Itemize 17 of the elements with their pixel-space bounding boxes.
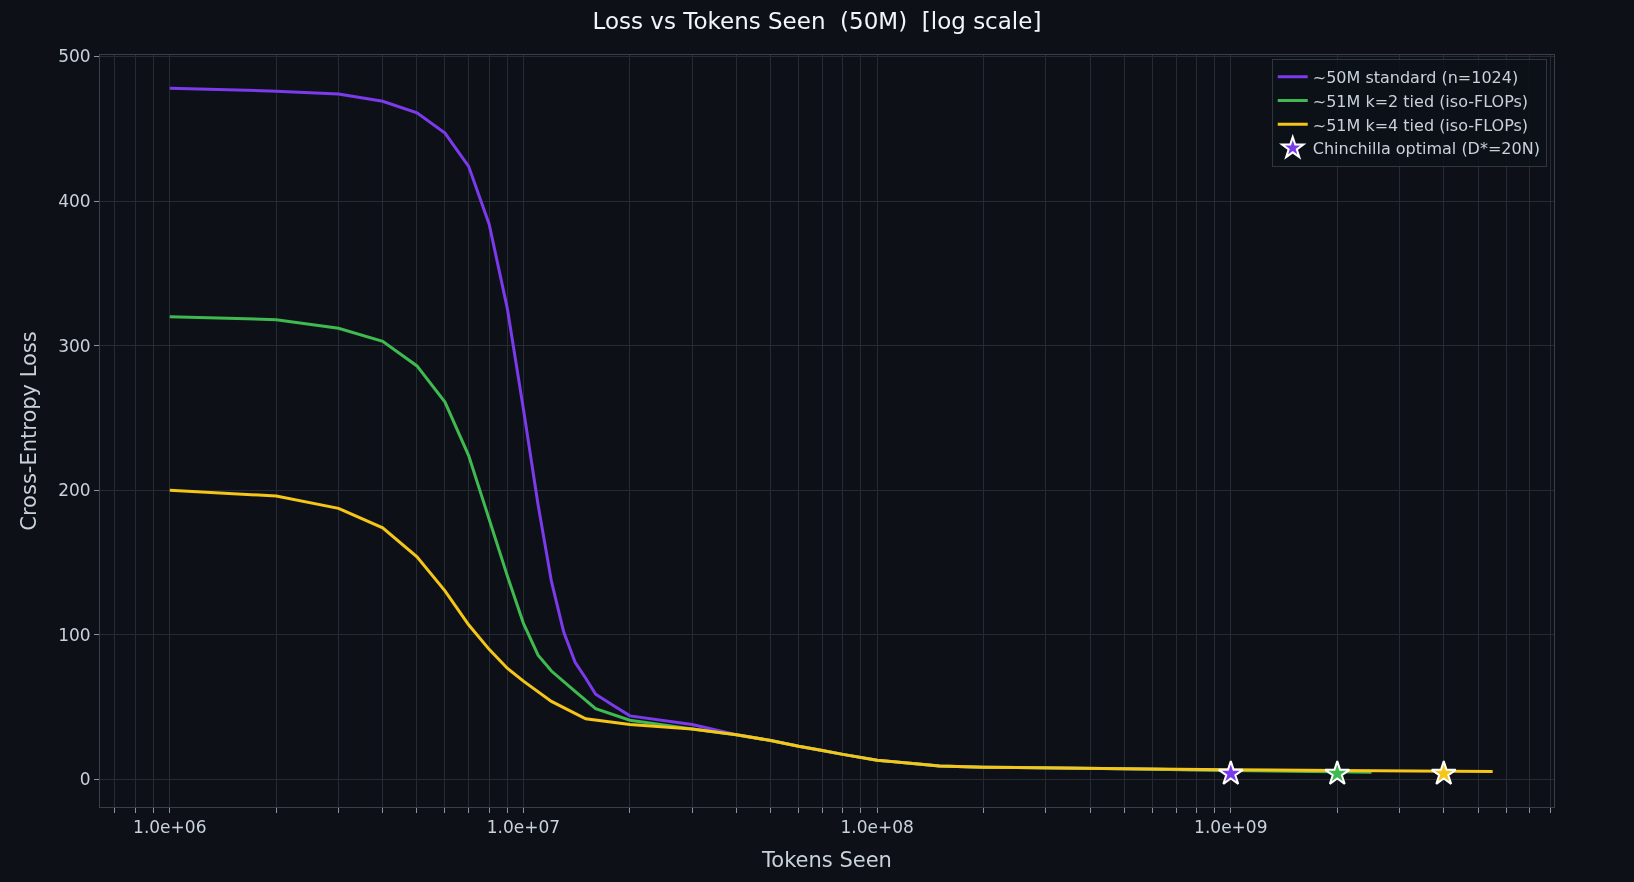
y-tick-label: 300 <box>58 335 91 356</box>
x-tick-label: 1.0e+06 <box>133 817 207 838</box>
x-tick-label: 1.0e+08 <box>840 817 914 838</box>
x-axis-title: Tokens Seen <box>761 847 892 872</box>
x-tick-label: 1.0e+09 <box>1194 817 1268 838</box>
y-tick-label: 500 <box>58 46 91 67</box>
y-tick-label: 400 <box>58 191 91 212</box>
x-tick-label: 1.0e+07 <box>486 817 561 838</box>
legend-label: ~51M k=4 tied (iso-FLOPs) <box>1312 115 1529 135</box>
y-axis-title: Cross-Entropy Loss <box>17 331 42 531</box>
legend-label: ~51M k=2 tied (iso-FLOPs) <box>1312 91 1529 111</box>
y-tick-label: 0 <box>79 769 91 790</box>
y-tick-label: 200 <box>58 480 91 501</box>
y-tick-label: 100 <box>58 624 91 645</box>
chart-title: Loss vs Tokens Seen (50M) [log scale] <box>592 8 1042 35</box>
legend-label: Chinchilla optimal (D*=20N) <box>1312 139 1540 159</box>
legend-label: ~50M standard (n=1024) <box>1312 67 1519 87</box>
